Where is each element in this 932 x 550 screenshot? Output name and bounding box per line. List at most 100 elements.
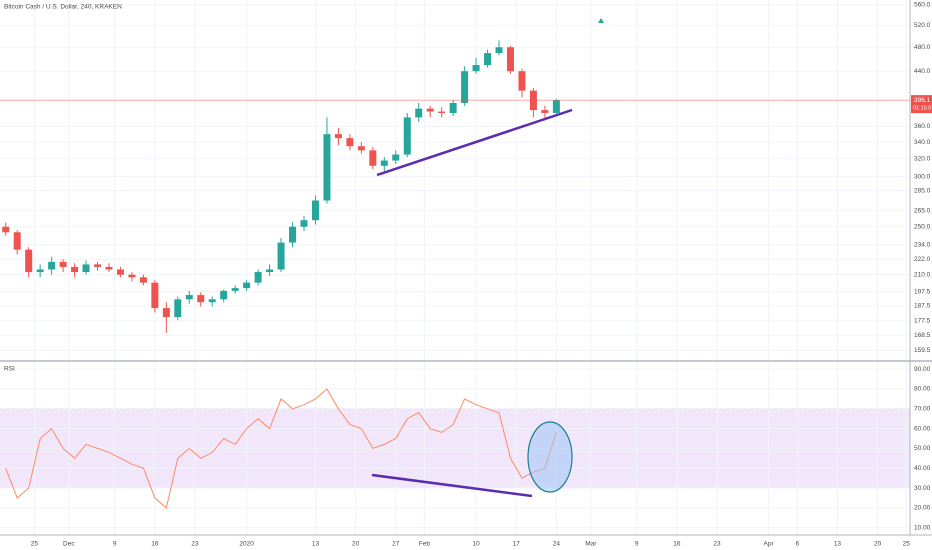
candle-body	[403, 117, 411, 155]
candle-body	[472, 65, 480, 72]
rsi-tick-label: 60.00	[914, 425, 931, 432]
marker	[598, 18, 604, 23]
candle-body	[82, 264, 90, 273]
y-tick-label: 168.5	[914, 332, 931, 339]
trend-line	[371, 473, 533, 498]
candle-body	[346, 138, 354, 147]
candle-body	[266, 269, 274, 273]
candle-body	[277, 242, 285, 270]
candle-body	[243, 282, 251, 289]
marks	[0, 40, 910, 509]
candle-body	[59, 261, 67, 267]
x-tick-label: 25	[31, 541, 39, 548]
y-tick-label: 520.0	[914, 22, 931, 29]
x-tick-label: 16	[673, 541, 681, 548]
x-tick-label: Feb	[419, 541, 431, 548]
y-tick-label: 177.5	[914, 318, 931, 325]
candle-body	[197, 295, 205, 303]
x-tick-label: Dec	[63, 541, 75, 548]
candle-body	[334, 134, 342, 139]
rsi-line	[5, 388, 557, 509]
grid	[0, 0, 910, 535]
candle-body	[311, 200, 319, 221]
rsi-tick-label: 40.00	[914, 465, 931, 472]
y-tick-label: 360.0	[914, 123, 931, 130]
candle-body	[185, 295, 193, 300]
x-tick-label: 23	[191, 541, 199, 548]
candle-body	[380, 160, 388, 166]
countdown-label: 01:15:07	[913, 106, 932, 112]
y-tick-label: 222.0	[914, 256, 931, 263]
candle-body	[254, 272, 262, 283]
candle-body	[357, 146, 365, 151]
chart-title: Bitcoin Cash / U.S. Dollar, 240, KRAKEN	[4, 4, 122, 11]
candle-body	[426, 108, 434, 112]
candle-body	[484, 53, 492, 66]
x-tick-label: 24	[553, 541, 561, 548]
rsi-tick-label: 30.00	[914, 485, 931, 492]
last-price-box	[911, 95, 932, 114]
x-tick-label: 13	[312, 541, 320, 548]
y-tick-label: 250.0	[914, 223, 931, 230]
candle-body	[13, 232, 21, 250]
y-tick-label: 440.0	[914, 68, 931, 75]
x-tick-label: 16	[151, 541, 159, 548]
candle-body	[506, 47, 514, 72]
candle-body	[495, 47, 503, 54]
x-tick-label: 6	[795, 541, 799, 548]
highlight-ellipse	[527, 421, 573, 493]
rsi-tick-label: 20.00	[914, 505, 931, 512]
candle-body	[208, 299, 216, 303]
candle-body	[289, 226, 297, 243]
candle-body	[25, 249, 33, 273]
y-tick-label: 340.0	[914, 139, 931, 146]
candle-body	[151, 282, 159, 309]
candle-body	[105, 266, 113, 270]
candle-body	[369, 150, 377, 166]
candle-body	[415, 108, 423, 118]
candle-body	[449, 102, 457, 113]
candle-body	[231, 288, 239, 291]
x-tick-label: 10	[472, 541, 480, 548]
y-tick-label: 210.0	[914, 271, 931, 278]
x-tick-label: 9	[113, 541, 117, 548]
candle-body	[71, 266, 79, 273]
candle-body	[139, 277, 147, 283]
y-tick-label: 320.0	[914, 156, 931, 163]
candle-body	[438, 111, 446, 113]
y-tick-label: 285.0	[914, 187, 931, 194]
candle-body	[300, 220, 308, 227]
rsi-tick-label: 80.00	[914, 386, 931, 393]
y-tick-label: 159.5	[914, 347, 931, 354]
candle-body	[461, 71, 469, 103]
x-tick-label: 27	[392, 541, 400, 548]
candle-body	[220, 290, 228, 300]
indicator-name: RSI	[4, 366, 15, 373]
candle-body	[48, 261, 56, 270]
candle-body	[174, 299, 182, 318]
x-tick-label: 23	[713, 541, 721, 548]
x-tick-label: Mar	[585, 541, 597, 548]
y-tick-label: 234.0	[914, 242, 931, 249]
x-tick-label: 13	[834, 541, 842, 548]
y-tick-label: 300.0	[914, 173, 931, 180]
candle-body	[116, 269, 124, 275]
y-tick-label: 560.0	[914, 2, 931, 9]
x-tick-label: 20	[874, 541, 882, 548]
last-price-label: 396.1	[914, 97, 931, 104]
candle-body	[552, 100, 560, 113]
x-tick-label: 9	[635, 541, 639, 548]
y-tick-label: 480.0	[914, 44, 931, 51]
x-tick-label: 20	[352, 541, 360, 548]
candle-body	[162, 308, 170, 318]
candle-body	[392, 154, 400, 161]
candle-body	[518, 71, 526, 91]
candle-body	[128, 274, 136, 278]
y-tick-label: 265.0	[914, 207, 931, 214]
candle-body	[323, 134, 331, 201]
x-tick-label: 2020	[239, 541, 254, 548]
candle-body	[94, 264, 102, 267]
candle-body	[36, 269, 44, 273]
